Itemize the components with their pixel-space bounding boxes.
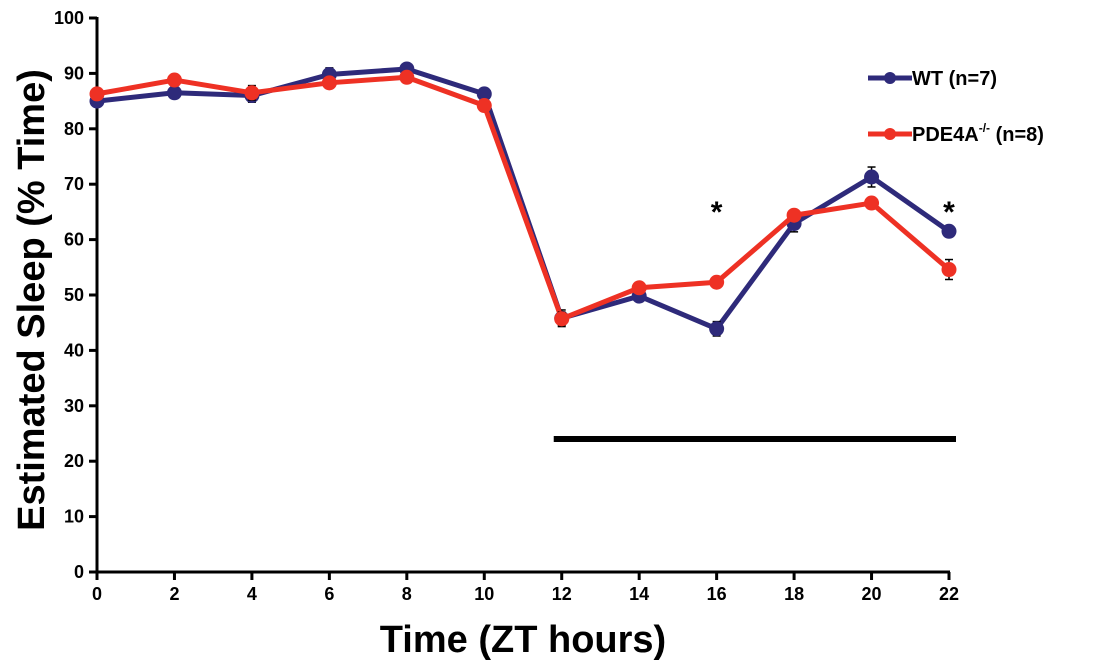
legend-pde4a-label-suffix: (n=8)	[990, 124, 1044, 146]
x-tick-label: 22	[939, 584, 959, 604]
x-tick-label: 8	[402, 584, 412, 604]
data-point	[864, 169, 880, 185]
data-point	[321, 75, 337, 91]
x-tick-label: 12	[552, 584, 572, 604]
x-tick-label: 16	[707, 584, 727, 604]
y-axis: 0 10 20 30 40 50 60 70 80 90 100	[54, 8, 99, 582]
significance-asterisk: *	[711, 196, 723, 229]
x-tick-label: 2	[169, 584, 179, 604]
series-line	[96, 74, 951, 322]
data-point	[941, 262, 957, 278]
y-tick-label: 0	[74, 562, 84, 582]
y-tick-label: 40	[64, 340, 84, 360]
data-point	[631, 280, 647, 296]
y-tick-label: 90	[64, 63, 84, 83]
series-layer	[89, 61, 957, 337]
legend-pde4a-label: PDE4A-/- (n=8)	[912, 121, 1044, 146]
x-tick-label: 20	[862, 584, 882, 604]
legend-pde4a-label-superscript: -/-	[979, 121, 990, 135]
x-tick-label: 6	[324, 584, 334, 604]
data-point	[786, 207, 802, 223]
y-tick-label: 80	[64, 119, 84, 139]
y-axis-title: Estimated Sleep (% Time)	[11, 69, 53, 531]
series-0	[89, 61, 957, 337]
data-point	[166, 85, 182, 101]
x-tick-label: 0	[92, 584, 102, 604]
y-tick-label: 30	[64, 396, 84, 416]
significance-asterisk: *	[943, 196, 955, 229]
y-tick-label: 20	[64, 451, 84, 471]
x-tick-label: 14	[629, 584, 649, 604]
legend-wt-label: WT (n=7)	[912, 68, 997, 90]
x-tick-label: 10	[474, 584, 494, 604]
legend: WT (n=7) PDE4A-/- (n=8)	[868, 68, 1044, 146]
data-point	[554, 311, 570, 327]
x-tick-label: 4	[247, 584, 257, 604]
y-tick-label: 60	[64, 230, 84, 250]
x-tick-label: 18	[784, 584, 804, 604]
legend-pde4a-label-prefix: PDE4A	[912, 124, 979, 146]
data-point	[399, 69, 415, 85]
x-axis: 0 2 4 6 8 10 12 14 16 18 20 22	[92, 570, 959, 604]
data-point	[709, 321, 725, 337]
legend-item-wt: WT (n=7)	[868, 68, 997, 90]
y-tick-label: 50	[64, 285, 84, 305]
data-point	[864, 195, 880, 211]
data-point	[941, 223, 957, 239]
data-point	[89, 86, 105, 102]
legend-pde4a-marker	[884, 128, 896, 140]
data-point	[244, 85, 260, 101]
legend-wt-marker	[884, 72, 896, 84]
y-tick-label: 100	[54, 8, 84, 28]
series-1	[89, 69, 957, 327]
y-tick-label: 70	[64, 174, 84, 194]
data-point	[476, 98, 492, 114]
legend-item-pde4a: PDE4A-/- (n=8)	[868, 121, 1044, 146]
data-point	[709, 274, 725, 290]
y-tick-label: 10	[64, 507, 84, 527]
data-point	[166, 72, 182, 88]
series-line	[96, 66, 951, 332]
significance-annotations: * *	[711, 196, 955, 229]
data-point	[476, 86, 492, 102]
x-axis-title: Time (ZT hours)	[380, 619, 666, 661]
